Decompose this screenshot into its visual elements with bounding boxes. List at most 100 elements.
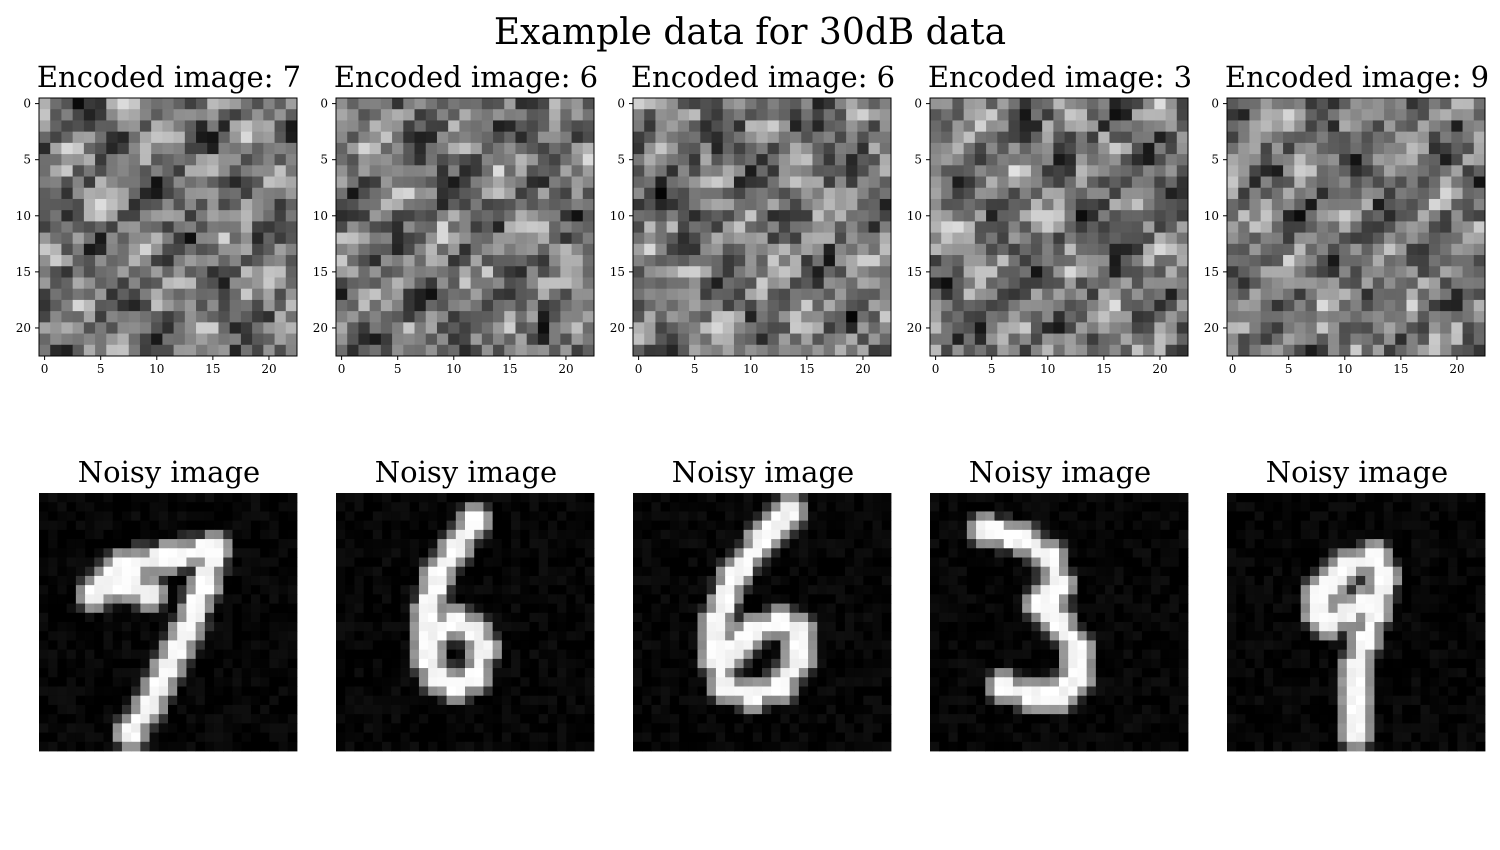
noisy-pixel [780, 493, 791, 503]
encoded-pixel [72, 277, 85, 290]
noisy-pixel [633, 723, 643, 733]
noisy-pixel [1095, 520, 1106, 531]
noisy-pixel [743, 539, 754, 549]
noisy-pixel [826, 493, 837, 503]
encoded-pixel [72, 333, 85, 346]
encoded-pixel [1143, 221, 1155, 234]
noisy-pixel [642, 557, 652, 568]
encoded-pixel [1075, 277, 1088, 290]
noisy-pixel [158, 493, 169, 503]
noisy-pixel [465, 548, 475, 558]
noisy-pixel [94, 704, 104, 715]
noisy-pixel [363, 640, 374, 651]
encoded-pixel [778, 187, 791, 200]
encoded-pixel [196, 232, 208, 245]
encoded-pixel [812, 288, 825, 301]
encoded-pixel [1176, 198, 1189, 211]
noisy-pixel [762, 585, 772, 595]
encoded-pixel [151, 243, 163, 256]
encoded-pixel [1143, 120, 1155, 133]
encoded-pixel [812, 322, 825, 334]
encoded-pixel [436, 333, 449, 346]
noisy-pixel [501, 594, 512, 604]
noisy-pixel [1077, 575, 1088, 586]
noisy-pixel [195, 502, 206, 512]
encoded-pixel [414, 344, 427, 357]
noisy-pixel [872, 585, 883, 595]
noisy-pixel [762, 612, 772, 623]
noisy-pixel [780, 594, 791, 604]
noisy-pixel [1160, 622, 1170, 632]
encoded-pixel [207, 299, 219, 312]
noisy-pixel [826, 566, 837, 577]
noisy-pixel [214, 529, 224, 540]
noisy-pixel [149, 668, 160, 678]
noisy-pixel [872, 511, 883, 522]
noisy-pixel [418, 668, 429, 678]
noisy-pixel [186, 723, 197, 733]
encoded-pixel [1176, 232, 1189, 245]
noisy-pixel [363, 631, 374, 641]
encoded-pixel [263, 154, 275, 166]
encoded-pixel [285, 131, 298, 144]
noisy-pixel [835, 723, 846, 733]
noisy-pixel [241, 723, 252, 733]
noisy-pixel [688, 548, 698, 558]
encoded-pixel [481, 299, 494, 312]
encoded-pixel [128, 142, 141, 155]
noisy-pixel [881, 502, 892, 512]
encoded-pixel [633, 142, 645, 155]
noisy-pixel [232, 585, 243, 595]
encoded-pixel [974, 322, 987, 334]
encoded-pixel [1131, 154, 1144, 166]
noisy-pixel [743, 529, 754, 540]
noisy-pixel [250, 658, 261, 669]
noisy-pixel [232, 511, 243, 522]
encoded-pixel [240, 288, 253, 301]
encoded-pixel [207, 176, 219, 189]
noisy-pixel [844, 539, 855, 549]
noisy-pixel [168, 741, 178, 752]
encoded-pixel [61, 232, 74, 245]
encoded-pixel [414, 299, 427, 312]
noisy-pixel [85, 686, 95, 697]
noisy-image-title: Noisy image [671, 455, 855, 489]
encoded-pixel [229, 187, 242, 200]
noisy-pixel [483, 723, 494, 733]
noisy-pixel [1049, 594, 1060, 604]
noisy-pixel [363, 585, 374, 595]
noisy-pixel [566, 695, 576, 706]
noisy-pixel [511, 631, 521, 641]
x-tick-label: 5 [691, 362, 699, 376]
encoded-pixel [83, 333, 96, 346]
encoded-pixel [689, 333, 701, 346]
encoded-pixel [733, 120, 746, 133]
noisy-pixel [575, 677, 586, 687]
encoded-pixel [95, 333, 107, 346]
encoded-pixel [128, 333, 141, 346]
encoded-pixel [414, 142, 427, 155]
encoded-pixel [537, 311, 550, 323]
noisy-pixel [789, 741, 800, 752]
y-tick-label: 10 [907, 209, 922, 223]
encoded-pixel [117, 187, 130, 200]
noisy-pixel [223, 677, 233, 687]
encoded-pixel [380, 277, 393, 290]
noisy-pixel [214, 732, 224, 743]
noisy-pixel [679, 631, 689, 641]
encoded-pixel [403, 154, 415, 166]
noisy-pixel [706, 511, 717, 522]
noisy-pixel [743, 502, 754, 512]
noisy-pixel [483, 622, 494, 632]
noisy-pixel [204, 714, 215, 724]
noisy-pixel [789, 640, 800, 651]
noisy-pixel [529, 493, 540, 503]
encoded-pixel [151, 232, 163, 245]
encoded-pixel [1019, 120, 1032, 133]
encoded-pixel [1165, 266, 1178, 278]
noisy-pixel [437, 511, 447, 522]
encoded-pixel [868, 131, 881, 144]
noisy-pixel [844, 723, 855, 733]
noisy-pixel [835, 529, 846, 540]
noisy-pixel [798, 612, 809, 623]
